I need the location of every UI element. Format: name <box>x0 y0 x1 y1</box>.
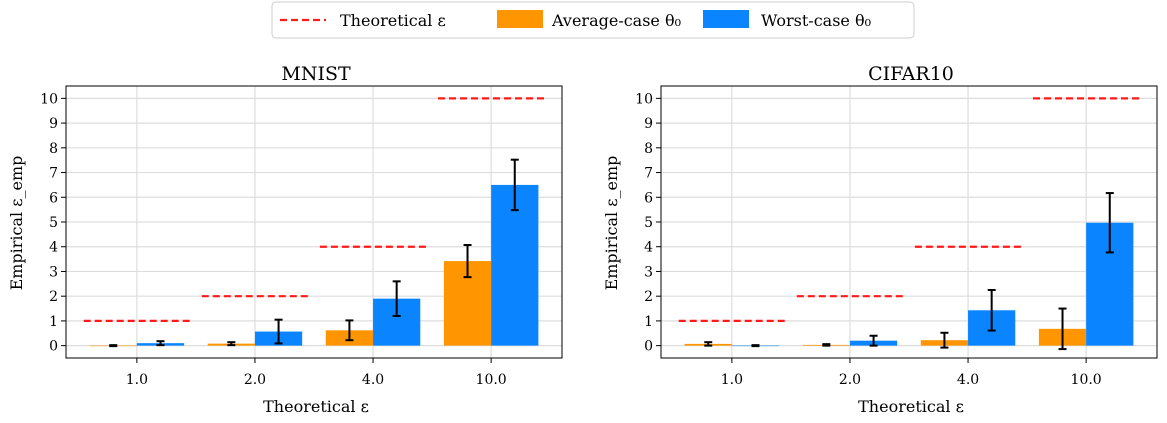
legend-theoretical-label: Theoretical ε <box>340 11 446 30</box>
worst-case-error-bar <box>751 344 760 348</box>
average-case-error-bar <box>463 243 472 279</box>
mnist-x-tick-label: 1.0 <box>126 372 148 388</box>
cifar10-y-axis-label: Empirical ε_emp <box>602 156 621 291</box>
legend-average-label: Average-case θ₀ <box>551 11 681 30</box>
mnist-title: MNIST <box>281 63 351 85</box>
mnist-y-axis-label: Empirical ε_emp <box>7 156 26 291</box>
worst-case-error-bar <box>510 158 519 212</box>
mnist-y-tick-label: 4 <box>49 240 58 256</box>
mnist-plot-frame <box>65 85 563 359</box>
cifar10-panel: CIFAR10 Theoretical ε Empirical ε_emp 0 1… <box>602 63 1158 416</box>
cifar10-theoretical-lines <box>678 97 1140 323</box>
mnist-y-tick-label: 7 <box>49 166 58 182</box>
mnist-bars <box>89 184 539 347</box>
mnist-ticks: 0 1 2 3 4 5 6 7 8 9 10 1.0 2.0 4.0 10.0 <box>40 91 507 388</box>
mnist-error-bars <box>109 158 519 348</box>
legend: Theoretical ε Average-case θ₀ Worst-case… <box>271 1 915 39</box>
mnist-y-tick-label: 6 <box>49 190 58 206</box>
mnist-panel: MNIST Theoretical ε Empirical ε_emp 0 1 2 3… <box>7 63 563 416</box>
average-case-error-bar <box>940 331 949 349</box>
cifar10-x-axis-label: Theoretical ε <box>858 397 964 416</box>
average-case-error-bar <box>227 341 236 347</box>
average-case-error-bar <box>109 344 118 348</box>
legend-average-swatch <box>497 10 543 28</box>
worst-case-error-bar <box>869 334 878 347</box>
legend-worst-swatch <box>703 10 749 28</box>
worst-case-bar <box>491 184 539 346</box>
cifar10-y-tick-label: 5 <box>644 215 653 231</box>
cifar10-y-tick-label: 3 <box>644 264 653 280</box>
cifar10-grid <box>661 86 1157 358</box>
worst-case-error-bar <box>1105 192 1114 254</box>
mnist-y-tick-label: 1 <box>49 314 58 330</box>
average-case-error-bar <box>822 343 831 347</box>
mnist-x-tick-label: 4.0 <box>362 372 384 388</box>
mnist-y-tick-label: 2 <box>49 289 58 305</box>
mnist-y-tick-label: 0 <box>49 339 58 355</box>
mnist-x-axis-label: Theoretical ε <box>263 397 369 416</box>
cifar10-x-tick-label: 1.0 <box>721 372 743 388</box>
average-case-error-bar <box>1058 307 1067 351</box>
cifar10-y-tick-label: 2 <box>644 289 653 305</box>
cifar10-x-tick-label: 2.0 <box>839 372 861 388</box>
cifar10-x-tick-label: 10.0 <box>1071 372 1102 388</box>
mnist-y-tick-label: 5 <box>49 215 58 231</box>
cifar10-error-bars <box>704 192 1114 351</box>
cifar10-ticks: 0 1 2 3 4 5 6 7 8 9 10 1.0 2.0 4.0 10.0 <box>635 91 1102 388</box>
mnist-y-tick-label: 10 <box>40 91 58 107</box>
average-case-error-bar <box>345 319 354 342</box>
mnist-y-tick-label: 8 <box>49 141 58 157</box>
cifar10-title: CIFAR10 <box>868 63 954 85</box>
legend-frame <box>271 1 915 39</box>
mnist-y-tick-label: 9 <box>49 116 58 132</box>
legend-worst-label: Worst-case θ₀ <box>761 11 871 30</box>
worst-case-error-bar <box>392 280 401 317</box>
cifar10-y-tick-label: 8 <box>644 141 653 157</box>
cifar10-bars <box>684 222 1134 347</box>
cifar10-plot-frame <box>660 85 1158 359</box>
mnist-y-tick-label: 3 <box>49 264 58 280</box>
cifar10-y-tick-label: 0 <box>644 339 653 355</box>
mnist-x-tick-label: 10.0 <box>476 372 507 388</box>
cifar10-y-tick-label: 6 <box>644 190 653 206</box>
cifar10-y-tick-label: 1 <box>644 314 653 330</box>
cifar10-y-tick-label: 4 <box>644 240 653 256</box>
mnist-theoretical-lines <box>83 97 545 323</box>
cifar10-x-tick-label: 4.0 <box>957 372 979 388</box>
average-case-error-bar <box>704 341 713 347</box>
cifar10-y-tick-label: 10 <box>635 91 653 107</box>
worst-case-error-bar <box>156 340 165 347</box>
cifar10-y-tick-label: 7 <box>644 166 653 182</box>
mnist-x-tick-label: 2.0 <box>244 372 266 388</box>
worst-case-error-bar <box>274 318 283 345</box>
cifar10-y-tick-label: 9 <box>644 116 653 132</box>
worst-case-error-bar <box>987 289 996 332</box>
